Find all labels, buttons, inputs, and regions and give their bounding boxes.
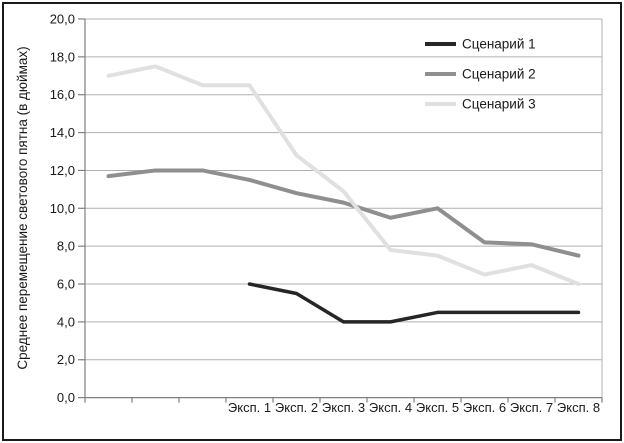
y-axis-title: Среднее перемещение светового пятна (в д… [15,46,30,369]
axes [78,18,603,403]
series-line-scenario-3 [106,64,581,287]
x-axis-label: Эксп. 8 [557,400,600,415]
legend-label-scenario-2: Сценарий 2 [462,67,536,82]
series-lines [106,64,581,324]
x-axis-label: Эксп. 4 [369,400,412,415]
legend-label-scenario-3: Сценарий 3 [462,97,536,112]
series-line-scenario-1 [247,282,581,324]
x-axis-label: Эксп. 6 [463,400,506,415]
series-line-scenario-2 [106,168,581,258]
legend-item: Сценарий 3 [425,97,536,112]
legend-item: Сценарий 1 [425,37,536,52]
y-tick-label: 4,0 [57,314,75,329]
y-tick-label: 12,0 [50,163,75,178]
x-axis-label: Эксп. 3 [322,400,365,415]
y-tick-label: 18,0 [50,49,75,64]
x-axis-label: Эксп. 1 [228,400,271,415]
y-tick-label: 8,0 [57,239,75,254]
x-axis-tick-labels: Эксп. 1 Эксп. 2 Эксп. 3 Эксп. 4 Эксп. 5 Эксп.… [228,400,600,415]
x-axis-label: Эксп. 2 [275,400,318,415]
y-tick-label: 20,0 [50,12,75,27]
legend: Сценарий 1 Сценарий 2 Сценарий 3 [425,37,536,112]
y-tick-label: 16,0 [50,87,75,102]
gridlines [85,18,603,403]
legend-label-scenario-1: Сценарий 1 [462,37,536,52]
y-tick-label: 0,0 [57,390,75,405]
y-tick-label: 6,0 [57,277,75,292]
x-axis-label: Эксп. 7 [510,400,553,415]
y-axis-tick-labels: 0,0 2,0 4,0 6,0 8,0 10,0 12,0 14,0 16,0 18,0 20,0 [50,12,75,406]
y-tick-label: 2,0 [57,352,75,367]
x-axis-label: Эксп. 5 [416,400,459,415]
y-tick-label: 10,0 [50,201,75,216]
y-tick-label: 14,0 [50,125,75,140]
legend-item: Сценарий 2 [425,67,536,82]
